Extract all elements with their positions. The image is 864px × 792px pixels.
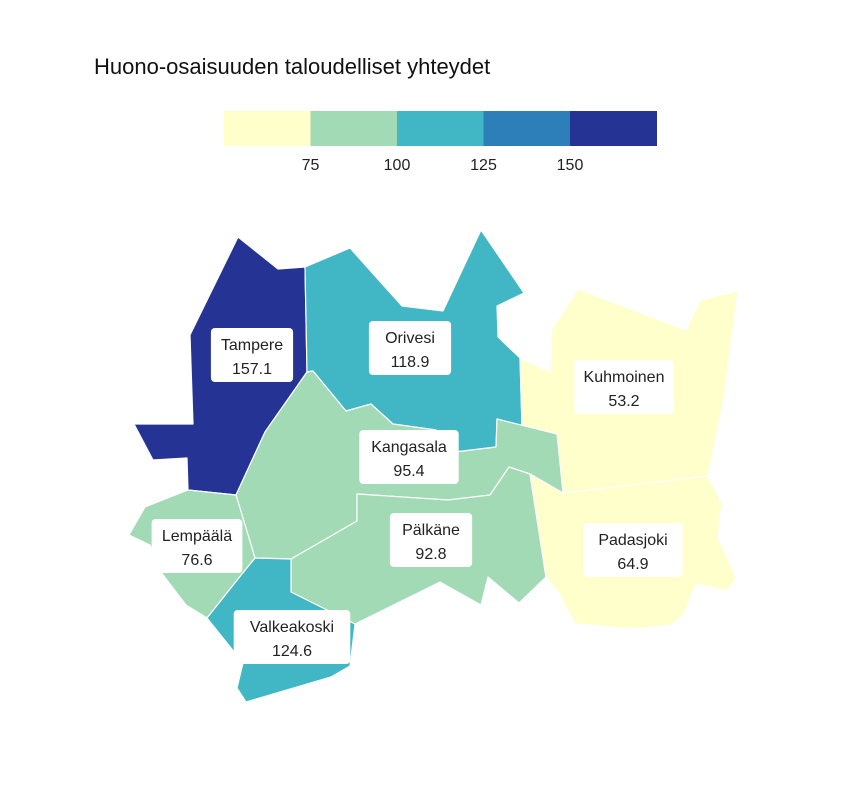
region-name: Orivesi — [385, 330, 435, 347]
region-name: Tampere — [221, 337, 283, 354]
region-value: 157.1 — [232, 361, 272, 378]
region-name: Kuhmoinen — [584, 369, 665, 386]
legend-swatch-3 — [397, 111, 484, 146]
map-title: Huono-osaisuuden taloudelliset yhteydet — [94, 54, 491, 79]
label-box — [210, 328, 294, 382]
label-palkane: Pälkäne 92.8 — [389, 513, 473, 567]
label-box — [151, 519, 243, 573]
label-orivesi: Orivesi 118.9 — [368, 321, 452, 375]
region-name: Padasjoki — [598, 532, 667, 549]
legend-tick-label: 75 — [302, 157, 320, 174]
legend-swatch-1 — [224, 111, 311, 146]
legend-swatch-2 — [310, 111, 398, 146]
legend-tick-label: 125 — [470, 157, 497, 174]
region-name: Lempäälä — [162, 528, 232, 545]
label-box — [389, 513, 473, 567]
label-kangasala: Kangasala 95.4 — [359, 430, 459, 484]
label-tampere: Tampere 157.1 — [210, 328, 294, 382]
legend-swatch-5 — [570, 111, 657, 146]
region-name: Pälkäne — [402, 522, 460, 539]
legend-tick-label: 150 — [557, 157, 584, 174]
label-valkeakoski: Valkeakoski 124.6 — [233, 610, 351, 664]
region-value: 76.6 — [181, 552, 212, 569]
region-value: 95.4 — [393, 463, 424, 480]
region-value: 118.9 — [391, 354, 430, 371]
label-box — [574, 360, 674, 414]
legend-tick-label: 100 — [384, 157, 411, 174]
label-padasjoki: Padasjoki 64.9 — [583, 523, 683, 577]
legend-swatch-4 — [483, 111, 571, 146]
region-value: 53.2 — [608, 393, 639, 410]
label-box — [233, 610, 351, 664]
label-box — [583, 523, 683, 577]
label-box — [359, 430, 459, 484]
label-kuhmoinen: Kuhmoinen 53.2 — [574, 360, 674, 414]
label-box — [368, 321, 452, 375]
region-name: Valkeakoski — [250, 619, 334, 636]
label-lempaala: Lempäälä 76.6 — [151, 519, 243, 573]
region-value: 64.9 — [617, 556, 648, 573]
region-value: 92.8 — [415, 546, 446, 563]
color-legend: 75 100 125 150 — [224, 111, 657, 174]
region-name: Kangasala — [371, 439, 447, 456]
region-value: 124.6 — [272, 643, 312, 660]
